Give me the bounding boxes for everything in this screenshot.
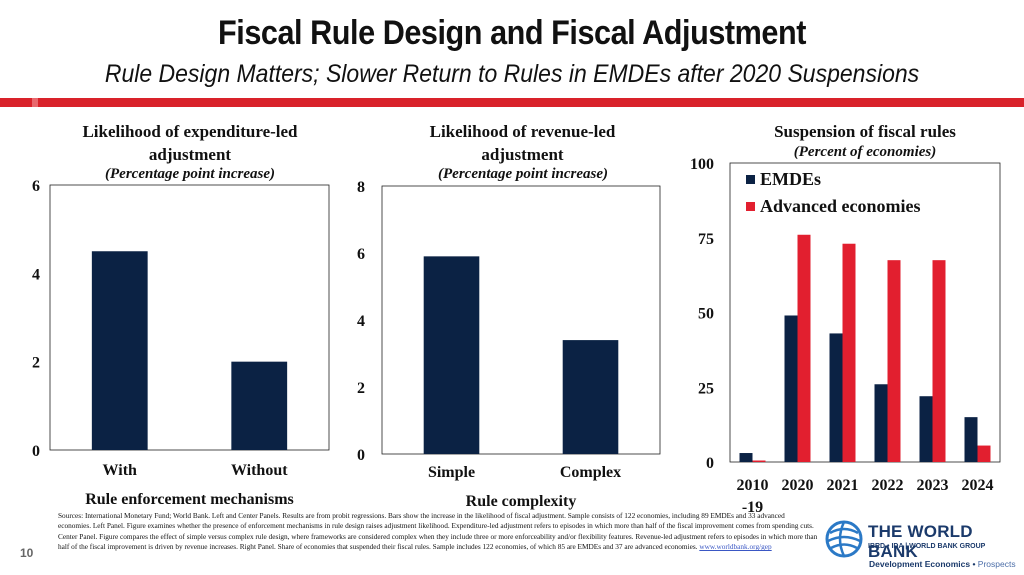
emde-bar — [829, 333, 843, 462]
left-y-tick-label: 4 — [32, 266, 40, 283]
legend-label-emde: EMDEs — [760, 169, 821, 189]
right-y-tick-label: 75 — [698, 231, 714, 248]
advanced-bar — [887, 260, 901, 462]
center-bar — [423, 256, 480, 454]
right-x-tick-label: 2022 — [872, 477, 904, 494]
legend-label-advanced: Advanced economies — [760, 196, 921, 216]
advanced-bar — [842, 243, 856, 462]
accent-divider — [0, 98, 1024, 107]
center-x-tick-label: Simple — [428, 464, 475, 481]
right-plot-frame — [729, 162, 1001, 463]
slide-title: Fiscal Rule Design and Fiscal Adjustment — [218, 14, 806, 52]
advanced-bar — [797, 234, 811, 462]
center-x-tick-label: Complex — [560, 464, 621, 481]
center-x-axis-title: Rule complexity — [466, 493, 577, 510]
notes-text: Sources: International Monetary Fund; Wo… — [58, 511, 818, 552]
department-separator: • — [970, 559, 978, 569]
emde-bar — [784, 315, 798, 462]
right-x-tick-label: 2024 — [962, 477, 994, 494]
left-x-tick-label: Without — [231, 462, 288, 479]
emde-bar — [739, 453, 753, 462]
left-plot-frame — [49, 184, 330, 451]
legend-swatch-emde — [746, 175, 755, 184]
right-y-tick-label: 100 — [690, 156, 714, 173]
center-bar — [562, 340, 619, 454]
emde-bar — [919, 396, 933, 462]
legend-swatch-advanced — [746, 202, 755, 211]
department-name: Development Economics — [869, 559, 971, 569]
left-x-tick-label: With — [103, 462, 137, 479]
right-x-tick-label: 2020 — [782, 477, 814, 494]
source-notes: Sources: International Monetary Fund; Wo… — [58, 511, 818, 553]
world-bank-globe-icon — [825, 520, 863, 558]
center-y-tick-label: 0 — [357, 447, 365, 464]
center-plot-frame — [381, 185, 661, 455]
center-panel-title: Likelihood of revenue-led adjustment — [429, 122, 616, 164]
notes-link[interactable]: www.worldbank.org/gep — [699, 542, 772, 552]
right-y-tick-label: 25 — [698, 380, 714, 397]
right-panel-title: Suspension of fiscal rules — [774, 122, 956, 141]
left-y-tick-label: 0 — [32, 443, 40, 460]
center-panel-subtitle: (Percentage point increase) — [438, 166, 608, 182]
accent-divider-mark — [32, 98, 38, 107]
right-x-tick-label: 2010 — [737, 477, 769, 494]
world-bank-logo-subtext: IBRD • IDA | WORLD BANK GROUP — [868, 543, 986, 550]
advanced-bar — [752, 460, 766, 462]
left-y-tick-label: 6 — [32, 178, 40, 195]
emde-bar — [964, 417, 978, 462]
department-unit: Prospects — [977, 559, 1016, 569]
right-x-tick-label: -19 — [742, 499, 763, 516]
advanced-bar — [932, 260, 946, 462]
center-y-tick-label: 8 — [357, 179, 365, 196]
right-x-tick-label: 2021 — [827, 477, 859, 494]
world-bank-logo-text: THE WORLD BANK — [868, 522, 973, 561]
right-y-tick-label: 0 — [706, 455, 714, 472]
left-bar — [91, 251, 148, 450]
page-number: 10 — [20, 546, 34, 560]
emde-bar — [874, 384, 888, 462]
center-y-tick-label: 4 — [357, 313, 365, 330]
right-x-tick-label: 2023 — [917, 477, 949, 494]
advanced-bar — [977, 445, 991, 462]
center-y-tick-label: 2 — [357, 380, 365, 397]
center-y-tick-label: 6 — [357, 246, 365, 263]
slide-subtitle: Rule Design Matters; Slower Return to Ru… — [104, 60, 920, 88]
right-y-tick-label: 50 — [698, 306, 714, 323]
right-panel-subtitle: (Percent of economies) — [793, 144, 937, 160]
left-x-axis-title: Rule enforcement mechanisms — [85, 491, 294, 508]
left-panel-subtitle: (Percentage point increase) — [105, 166, 275, 182]
department-label: Development Economics • Prospects — [869, 559, 1016, 569]
left-bar — [231, 361, 288, 450]
left-panel-title: Likelihood of expenditure-led adjustment — [82, 122, 298, 164]
left-y-tick-label: 2 — [32, 355, 40, 372]
